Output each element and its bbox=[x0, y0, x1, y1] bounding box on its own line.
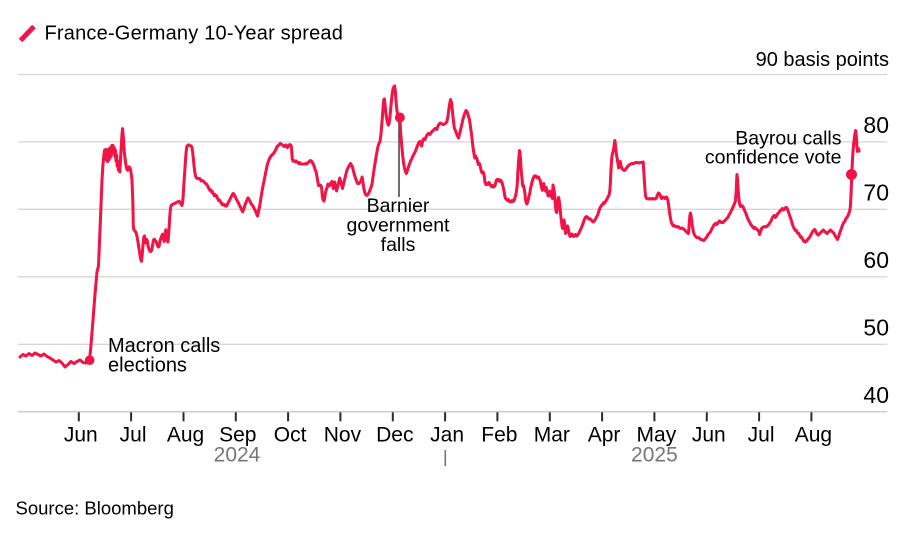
svg-text:Barnier: Barnier bbox=[367, 195, 430, 217]
svg-text:Macron calls: Macron calls bbox=[108, 335, 220, 357]
svg-text:50: 50 bbox=[863, 314, 889, 340]
svg-text:70: 70 bbox=[863, 179, 889, 205]
svg-text:Feb: Feb bbox=[481, 423, 517, 446]
svg-text:government: government bbox=[347, 215, 451, 237]
svg-text:confidence vote: confidence vote bbox=[705, 147, 842, 169]
svg-text:Sep: Sep bbox=[219, 423, 256, 446]
svg-text:Aug: Aug bbox=[795, 423, 832, 446]
svg-text:Jun: Jun bbox=[692, 423, 726, 446]
svg-text:90 basis points: 90 basis points bbox=[756, 49, 889, 71]
svg-text:40: 40 bbox=[863, 382, 889, 408]
svg-text:Jan: Jan bbox=[430, 423, 464, 446]
svg-text:Aug: Aug bbox=[167, 423, 204, 446]
svg-text:2024: 2024 bbox=[214, 444, 261, 467]
svg-text:France-Germany 10-Year spread: France-Germany 10-Year spread bbox=[45, 23, 344, 45]
svg-text:80: 80 bbox=[863, 112, 889, 138]
svg-text:Apr: Apr bbox=[588, 423, 621, 446]
svg-text:Jun: Jun bbox=[64, 423, 98, 446]
svg-text:60: 60 bbox=[863, 247, 889, 273]
svg-text:Jul: Jul bbox=[120, 423, 147, 446]
svg-text:Jul: Jul bbox=[748, 423, 775, 446]
svg-text:Oct: Oct bbox=[274, 423, 307, 446]
svg-text:Nov: Nov bbox=[324, 423, 362, 446]
svg-text:2025: 2025 bbox=[631, 444, 678, 467]
svg-text:Source: Bloomberg: Source: Bloomberg bbox=[16, 498, 174, 519]
svg-text:Bayrou calls: Bayrou calls bbox=[735, 128, 841, 150]
svg-text:May: May bbox=[637, 423, 677, 446]
svg-text:falls: falls bbox=[381, 234, 416, 256]
svg-text:elections: elections bbox=[108, 355, 187, 377]
svg-text:Mar: Mar bbox=[534, 423, 570, 446]
svg-text:Dec: Dec bbox=[376, 423, 413, 446]
